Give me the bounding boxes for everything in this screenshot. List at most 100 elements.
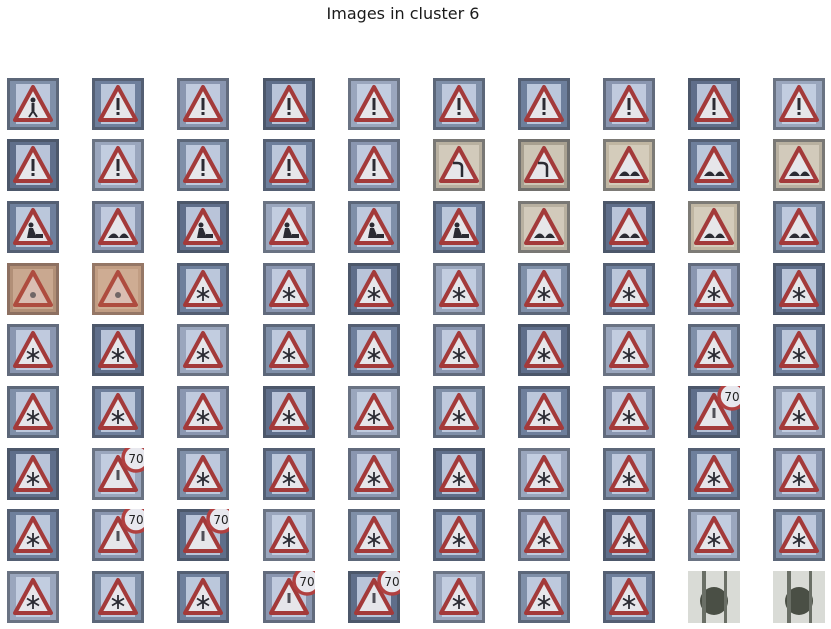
cluster-image-tile: [433, 201, 485, 253]
traffic-sign-image: [603, 263, 655, 315]
traffic-sign-image: [177, 448, 229, 500]
cluster-image-tile: [603, 263, 655, 315]
cluster-image-tile: [7, 139, 59, 191]
traffic-sign-image: [7, 571, 59, 623]
cluster-image-tile: [92, 201, 144, 253]
traffic-sign-image: [518, 448, 570, 500]
cluster-image-tile: [7, 263, 59, 315]
cluster-image-tile: 70: [688, 386, 740, 438]
traffic-sign-image: [688, 448, 740, 500]
traffic-sign-image: [348, 448, 400, 500]
cluster-image-tile: [773, 324, 825, 376]
cluster-image-tile: [263, 448, 315, 500]
traffic-sign-image: [603, 571, 655, 623]
traffic-sign-image: [518, 263, 570, 315]
traffic-sign-image: [7, 509, 59, 561]
cluster-image-tile: [433, 324, 485, 376]
traffic-sign-image: [348, 78, 400, 130]
svg-text:70: 70: [128, 452, 143, 466]
traffic-sign-image: [773, 139, 825, 191]
cluster-image-tile: [433, 509, 485, 561]
cluster-image-tile: [603, 324, 655, 376]
cluster-image-tile: [688, 78, 740, 130]
cluster-image-tile: [348, 78, 400, 130]
cluster-image-tile: [773, 201, 825, 253]
traffic-sign-image: [433, 448, 485, 500]
traffic-sign-image: 70: [177, 509, 229, 561]
cluster-image-tile: [518, 201, 570, 253]
traffic-sign-image: [7, 324, 59, 376]
cluster-image-tile: [7, 201, 59, 253]
cluster-image-tile: [688, 448, 740, 500]
traffic-sign-image: [7, 263, 59, 315]
cluster-image-tile: [92, 324, 144, 376]
traffic-sign-image: [433, 571, 485, 623]
svg-text:70: 70: [128, 513, 143, 527]
traffic-sign-image: [92, 139, 144, 191]
traffic-sign-image: [773, 201, 825, 253]
cluster-image-tile: [7, 78, 59, 130]
cluster-image-tile: 70: [92, 509, 144, 561]
traffic-sign-image: [603, 139, 655, 191]
cluster-image-tile: 70: [348, 571, 400, 623]
traffic-sign-image: [263, 139, 315, 191]
traffic-sign-image: [263, 448, 315, 500]
cluster-image-tile: [433, 263, 485, 315]
traffic-sign-image: [92, 78, 144, 130]
cluster-image-tile: [603, 448, 655, 500]
traffic-sign-image: [688, 78, 740, 130]
cluster-image-tile: [773, 78, 825, 130]
cluster-image-tile: [518, 509, 570, 561]
cluster-image-tile: [7, 509, 59, 561]
cluster-image-tile: [433, 139, 485, 191]
cluster-image-tile: [92, 139, 144, 191]
cluster-image-tile: [263, 139, 315, 191]
cluster-image-tile: [348, 139, 400, 191]
traffic-sign-image: 70: [92, 509, 144, 561]
cluster-image-tile: [773, 448, 825, 500]
cluster-image-tile: 70: [263, 571, 315, 623]
traffic-sign-image: [92, 263, 144, 315]
traffic-sign-image: [773, 324, 825, 376]
cluster-image-tile: [433, 571, 485, 623]
traffic-sign-image: [177, 139, 229, 191]
traffic-sign-image: 70: [263, 571, 315, 623]
cluster-image-tile: 70: [92, 448, 144, 500]
cluster-image-tile: [348, 448, 400, 500]
cluster-image-tile: [348, 201, 400, 253]
cluster-image-tile: [433, 78, 485, 130]
traffic-sign-image: [177, 263, 229, 315]
traffic-sign-image: [688, 324, 740, 376]
traffic-sign-image: [773, 386, 825, 438]
traffic-sign-image: [688, 571, 740, 623]
traffic-sign-image: [518, 201, 570, 253]
cluster-image-tile: [603, 78, 655, 130]
cluster-image-tile: [177, 571, 229, 623]
cluster-image-tile: [688, 263, 740, 315]
cluster-image-tile: [263, 324, 315, 376]
cluster-image-tile: [688, 139, 740, 191]
svg-text:70: 70: [299, 575, 314, 589]
svg-text:70: 70: [384, 575, 399, 589]
traffic-sign-image: [433, 509, 485, 561]
traffic-sign-image: [92, 324, 144, 376]
traffic-sign-image: [92, 386, 144, 438]
svg-text:70: 70: [724, 390, 739, 404]
traffic-sign-image: [7, 448, 59, 500]
traffic-sign-image: [433, 139, 485, 191]
cluster-image-tile: [603, 509, 655, 561]
cluster-image-tile: [177, 263, 229, 315]
cluster-image-tile: [773, 139, 825, 191]
traffic-sign-image: [688, 139, 740, 191]
traffic-sign-image: [263, 509, 315, 561]
cluster-image-tile: [7, 386, 59, 438]
traffic-sign-image: [177, 201, 229, 253]
cluster-image-tile: [263, 201, 315, 253]
cluster-image-tile: [688, 571, 740, 623]
traffic-sign-image: [348, 263, 400, 315]
traffic-sign-image: [603, 386, 655, 438]
traffic-sign-image: [773, 263, 825, 315]
traffic-sign-image: [773, 448, 825, 500]
traffic-sign-image: [433, 386, 485, 438]
cluster-image-tile: [7, 448, 59, 500]
